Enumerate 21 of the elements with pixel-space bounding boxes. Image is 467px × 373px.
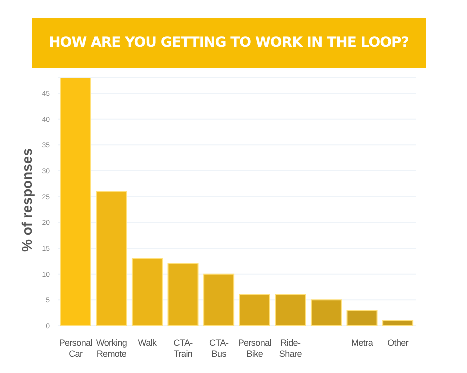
x-tick-label: Walk — [138, 338, 158, 348]
bar — [132, 258, 163, 326]
bar — [310, 300, 342, 326]
x-tick-label: Personal Bike — [238, 338, 272, 359]
y-axis-title: % of responses — [18, 148, 35, 252]
x-tick-label: CTA-Train — [174, 338, 194, 359]
bar — [96, 191, 128, 326]
x-tick-label: Other — [388, 338, 409, 348]
bar — [346, 310, 378, 326]
chart-title: HOW ARE YOU GETTING TO WORK IN THE LOOP? — [32, 18, 426, 68]
x-tick-label: Metra — [352, 338, 374, 348]
bar — [275, 294, 306, 326]
x-tick-label: Personal Car — [59, 338, 93, 359]
bar — [204, 274, 235, 326]
x-tick-label: Working Remote — [96, 338, 128, 359]
bar — [382, 320, 414, 326]
x-tick-label: Ride-Share — [279, 338, 302, 359]
bar — [60, 78, 92, 326]
bar — [239, 294, 270, 326]
x-tick-label: CTA-Bus — [210, 338, 229, 359]
bar — [168, 264, 199, 326]
